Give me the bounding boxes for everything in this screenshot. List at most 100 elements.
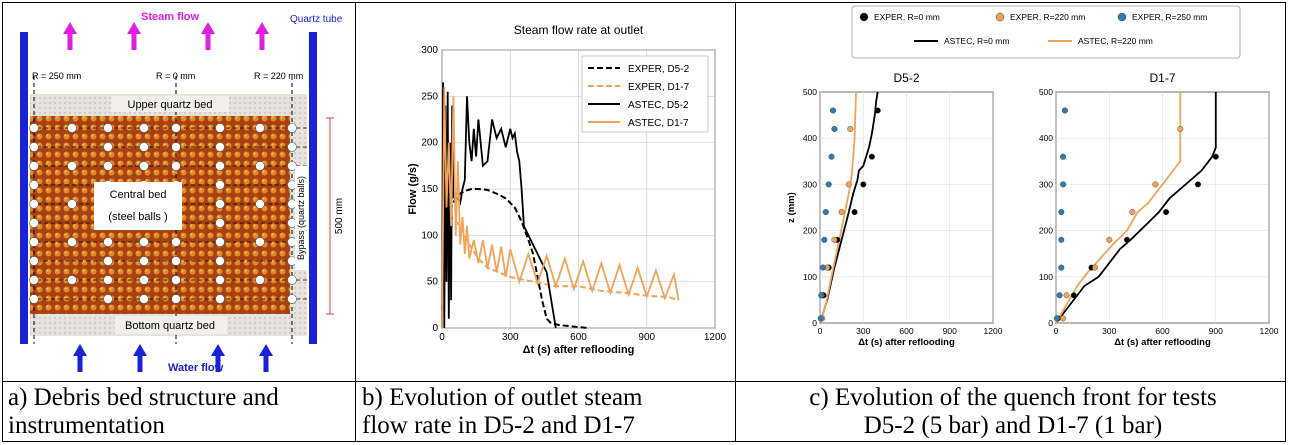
y-tick-label: 500 [803,87,817,97]
thermocouple-marker [103,142,113,152]
legend-label: ASTEC, R=220 mm [1078,36,1153,46]
legend-box [581,55,709,133]
legend-label: EXPER, R=220 mm [1010,12,1085,22]
series-line [819,91,857,324]
thermocouple-marker [67,199,77,209]
caption-c-line2: D5-2 (5 bar) and D1-7 (1 bar) [863,412,1163,439]
y-tick-label: 50 [427,277,439,288]
x-tick-label: 900 [638,332,655,343]
data-point [831,236,838,243]
thermocouple-marker [29,237,39,247]
thermocouple-marker [139,294,149,304]
r0-label: R = 0 mm [156,71,195,81]
thermocouple-marker [29,256,39,266]
y-tick-label: 100 [421,230,438,241]
thermocouple-marker [29,123,39,133]
thermocouple-marker [171,123,181,133]
x-tick-label: 0 [818,326,823,336]
x-tick-label: 600 [570,332,587,343]
legend-label: ASTEC, R=0 mm [944,36,1009,46]
bottom-quartz-bed-label: Bottom quartz bed [125,320,215,332]
thermocouple-marker [29,199,39,209]
flow-arrows [63,22,273,372]
data-point [1058,236,1065,243]
legend-marker [1117,12,1127,22]
x-tick-label: 300 [856,326,870,336]
thermocouple-marker [103,294,113,304]
steam-flow-chart: 0 300 600 900 1200 0 50 100 150 200 250 300 Steam fl… [407,23,727,356]
thermocouple-marker [215,294,225,304]
thermocouple-marker [171,294,181,304]
thermocouple-marker [139,161,149,171]
data-point [1106,236,1113,243]
legend-label: ASTEC, D1-7 [628,118,689,129]
y-tick-label: 200 [421,138,438,149]
data-point [1058,209,1065,216]
data-point [1058,264,1065,271]
caption-divider [2,381,1286,382]
y-tick-label: 300 [421,45,438,56]
data-point [1129,209,1136,216]
x-tick-label: 1200 [984,326,1003,336]
data-point [851,209,858,216]
data-point [868,153,875,160]
data-point [1070,292,1077,299]
y-tick-label: 200 [803,226,817,236]
water-flow-arrow-head [259,344,273,356]
water-flow-label: Water flow [168,362,224,374]
thermocouple-marker [139,237,149,247]
x-tick-label: 1200 [704,332,727,343]
thermocouple-marker [171,237,181,247]
data-point [1152,181,1159,188]
data-point [822,209,829,216]
data-point [817,315,824,322]
thermocouple-marker [67,275,77,285]
data-point [829,107,836,114]
data-point [1195,181,1202,188]
data-point [828,153,835,160]
x-axis-label: Δt (s) after reflooding [858,337,955,348]
water-flow-arrow-head [211,344,225,356]
data-point [1177,125,1184,132]
quartz-tube-left [20,32,28,344]
data-point [819,264,826,271]
data-point [1056,292,1063,299]
thermocouple-marker [103,275,113,285]
thermocouple-marker [215,180,225,190]
data-point [1063,292,1070,299]
thermocouple-marker [67,123,77,133]
quartz-tube-right [309,32,317,344]
data-point [1060,315,1067,322]
y-tick-label: 100 [1039,272,1053,282]
thermocouple-marker [103,123,113,133]
data-point [1060,181,1067,188]
legend-label: EXPER, D1-7 [628,82,690,93]
x-tick-label: 900 [1209,326,1223,336]
steam-flow-arrow-head [63,22,77,34]
thermocouple-marker [29,218,39,228]
y-axis-label: z (mm) [786,192,797,223]
caption-a-line1: a) Debris bed structure and [8,384,279,411]
y-tick-label: 300 [1039,179,1053,189]
y-tick-label: 150 [421,184,438,195]
thermocouple-marker [171,256,181,266]
thermocouple-marker [29,161,39,171]
thermocouple-marker [287,275,297,285]
x-axis-label: Δt (s) after reflooding [1114,337,1211,348]
data-point [838,209,845,216]
y-tick-label: 400 [803,133,817,143]
thermocouple-marker [287,123,297,133]
thermocouple-marker [139,123,149,133]
thermocouple-marker [215,142,225,152]
x-tick-label: 600 [899,326,913,336]
subplot-title: D5-2 [893,71,919,85]
bypass-label: Bypass (quartz balls) [296,176,306,260]
y-tick-label: 250 [421,91,438,102]
x-tick-label: 300 [502,332,519,343]
thermocouple-marker [29,294,39,304]
legend-marker [995,12,1005,22]
caption-c: c) Evolution of the quench front for tes… [740,384,1286,440]
steam-flow-arrow-head [201,22,215,34]
data-point [845,181,852,188]
legend-marker [859,12,869,22]
